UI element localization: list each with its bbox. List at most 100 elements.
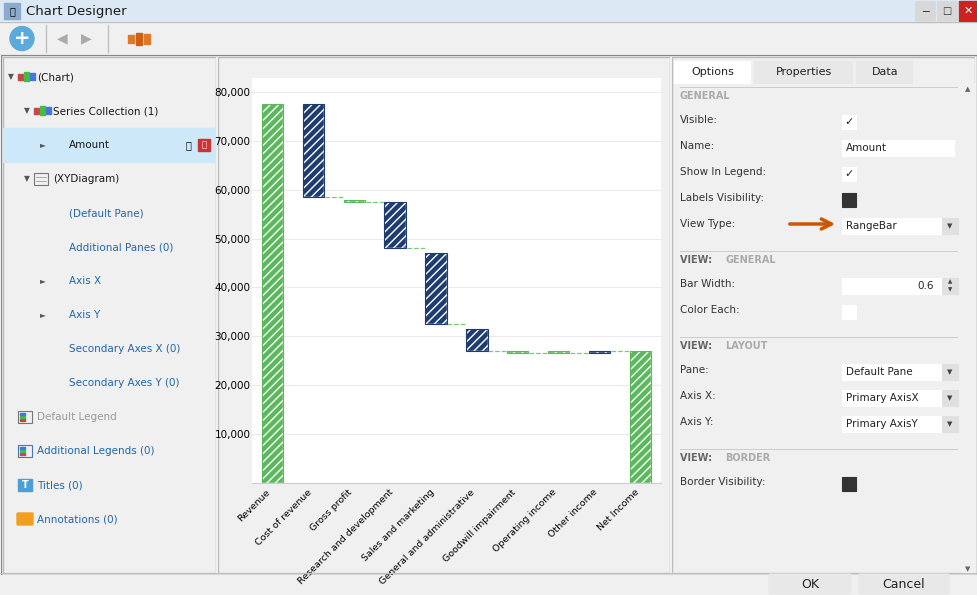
Bar	[588, 351, 610, 353]
Circle shape	[10, 27, 34, 51]
Text: Amount: Amount	[69, 140, 109, 150]
Text: ▶: ▶	[81, 32, 91, 45]
Text: T: T	[21, 480, 28, 490]
Bar	[547, 351, 569, 353]
Bar	[629, 351, 651, 483]
Text: ▼: ▼	[947, 287, 952, 293]
Bar	[302, 105, 323, 197]
Bar	[936, 1, 956, 21]
Text: Default Legend: Default Legend	[37, 412, 116, 422]
Text: ►: ►	[40, 140, 46, 149]
Bar	[343, 200, 364, 202]
Text: ▼: ▼	[947, 223, 952, 229]
Bar	[18, 411, 32, 423]
Text: ▼: ▼	[947, 421, 952, 427]
Bar	[34, 108, 39, 114]
Bar	[128, 35, 134, 42]
Text: Chart Designer: Chart Designer	[26, 5, 126, 17]
Text: ▼: ▼	[24, 107, 30, 115]
Text: Additional Legends (0): Additional Legends (0)	[37, 446, 154, 456]
Text: (Default Pane): (Default Pane)	[69, 208, 144, 218]
Bar	[34, 173, 48, 185]
Text: ✕: ✕	[962, 6, 972, 16]
Text: Axis Y: Axis Y	[69, 310, 101, 320]
Text: RangeBar: RangeBar	[845, 221, 896, 231]
Bar	[507, 351, 528, 353]
Text: BORDER: BORDER	[724, 453, 770, 463]
Text: Annotations (0): Annotations (0)	[37, 514, 117, 524]
Bar	[30, 73, 35, 80]
Text: 🗒: 🗒	[9, 6, 15, 16]
Text: Axis Y:: Axis Y:	[679, 417, 713, 427]
Bar	[18, 479, 32, 491]
Bar	[144, 33, 149, 43]
Text: Secondary Axes Y (0): Secondary Axes Y (0)	[69, 378, 180, 388]
Bar	[24, 72, 29, 81]
Text: LAYOUT: LAYOUT	[724, 341, 767, 351]
Bar	[841, 477, 855, 491]
Text: 🗑: 🗑	[201, 140, 206, 149]
Text: OK: OK	[800, 578, 818, 590]
Bar	[466, 329, 487, 351]
Bar	[941, 278, 957, 294]
Text: ✓: ✓	[843, 117, 853, 127]
Bar	[384, 202, 405, 249]
Text: ▼: ▼	[8, 73, 14, 82]
Text: □: □	[942, 6, 951, 16]
Text: ▲: ▲	[947, 280, 952, 284]
Text: GENERAL: GENERAL	[679, 91, 730, 101]
Bar	[914, 1, 934, 21]
Bar	[20, 419, 25, 421]
Bar	[753, 61, 851, 83]
Bar	[20, 447, 25, 449]
Text: (Chart): (Chart)	[37, 72, 74, 82]
Bar	[841, 140, 953, 156]
Text: Border Visibility:: Border Visibility:	[679, 477, 765, 487]
Bar	[20, 450, 25, 452]
Text: ►: ►	[40, 311, 46, 320]
Text: Additional Panes (0): Additional Panes (0)	[69, 242, 173, 252]
Bar	[40, 106, 45, 115]
Text: Properties: Properties	[775, 67, 831, 77]
Bar	[673, 61, 749, 83]
FancyBboxPatch shape	[17, 513, 33, 525]
Bar	[588, 351, 610, 353]
Text: Axis X:: Axis X:	[679, 391, 715, 401]
Text: 0.6: 0.6	[916, 281, 933, 291]
Text: Visible:: Visible:	[679, 115, 717, 125]
Text: Pane:: Pane:	[679, 365, 708, 375]
Bar	[136, 33, 142, 45]
Text: ─: ─	[920, 6, 927, 16]
Bar	[841, 364, 941, 380]
Bar	[302, 105, 323, 197]
Text: VIEW:: VIEW:	[679, 255, 715, 265]
Bar	[960, 83, 974, 573]
FancyBboxPatch shape	[768, 574, 850, 594]
Bar	[841, 218, 941, 234]
Text: ▼: ▼	[964, 566, 970, 572]
Bar	[941, 416, 957, 432]
Bar	[841, 193, 855, 207]
Bar	[841, 115, 855, 129]
Text: ►: ►	[40, 277, 46, 286]
Text: Primary AxisY: Primary AxisY	[845, 419, 916, 429]
Text: Labels Visibility:: Labels Visibility:	[679, 193, 763, 203]
Bar	[343, 200, 364, 202]
Bar	[425, 253, 446, 324]
Bar	[841, 167, 855, 181]
Text: +: +	[14, 29, 30, 48]
Bar	[20, 416, 25, 418]
Text: Data: Data	[871, 67, 898, 77]
Bar	[46, 107, 51, 114]
Text: VIEW:: VIEW:	[679, 453, 715, 463]
Text: (XYDiagram): (XYDiagram)	[53, 174, 119, 184]
Text: Titles (0): Titles (0)	[37, 480, 82, 490]
Text: ▼: ▼	[947, 369, 952, 375]
Bar	[18, 445, 32, 457]
Bar	[18, 74, 23, 80]
Text: Name:: Name:	[679, 141, 713, 151]
Bar	[3, 128, 216, 162]
Bar	[941, 390, 957, 406]
Bar	[941, 364, 957, 380]
Bar	[262, 105, 282, 483]
